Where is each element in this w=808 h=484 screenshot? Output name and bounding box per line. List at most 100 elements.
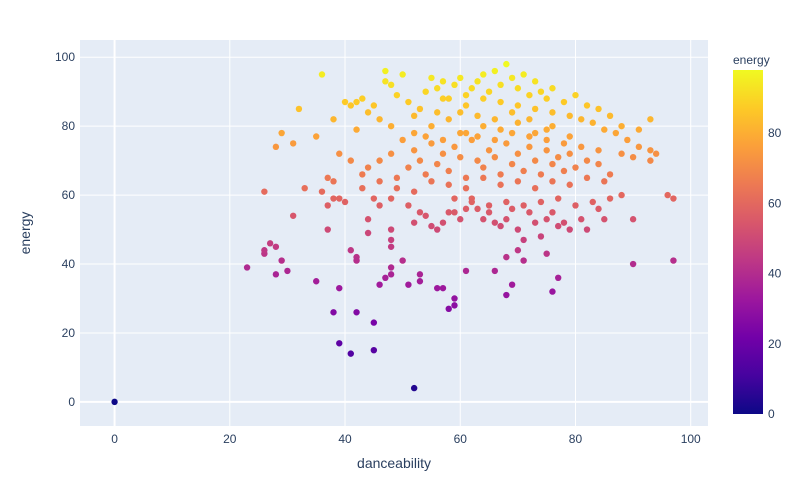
data-point [485, 88, 493, 95]
data-point [445, 116, 452, 123]
data-point [393, 91, 401, 99]
data-point [370, 102, 378, 109]
y-tick-label: 100 [55, 50, 75, 64]
data-point [457, 74, 464, 82]
data-point [503, 291, 510, 299]
data-point [520, 202, 527, 209]
data-point [278, 129, 285, 137]
data-point [508, 160, 516, 168]
data-point [428, 178, 435, 185]
data-point [480, 216, 487, 223]
data-point [451, 295, 458, 302]
data-point [284, 267, 291, 275]
data-point [508, 129, 516, 137]
data-point [549, 122, 556, 130]
data-point [462, 91, 470, 99]
data-point [549, 288, 556, 295]
data-point [508, 74, 516, 82]
data-point [353, 126, 360, 133]
data-point [405, 202, 412, 209]
data-point [520, 257, 527, 264]
data-point [543, 147, 550, 154]
data-point [428, 222, 435, 230]
data-point [272, 143, 280, 151]
data-point [537, 198, 545, 206]
data-point [457, 129, 464, 137]
data-point [647, 116, 654, 123]
data-point [531, 157, 539, 164]
data-point [549, 209, 556, 216]
data-point [422, 171, 429, 178]
data-point [336, 340, 343, 347]
data-point [445, 167, 452, 175]
data-point [376, 281, 383, 288]
data-point [376, 202, 383, 209]
data-point [606, 171, 614, 178]
data-point [520, 236, 527, 244]
data-point [313, 278, 320, 285]
data-point [364, 229, 372, 237]
data-point [514, 119, 522, 126]
data-point [422, 88, 429, 95]
data-point [566, 181, 573, 188]
colorbar-tick-label: 20 [768, 337, 782, 351]
colorbar-tick-label: 80 [768, 126, 782, 140]
data-point [578, 216, 585, 223]
data-point [526, 91, 533, 99]
data-point [266, 240, 274, 247]
data-point [491, 219, 499, 226]
data-point [514, 85, 522, 92]
data-point [474, 78, 481, 85]
data-point [670, 257, 677, 264]
data-point [497, 222, 504, 230]
data-point [508, 281, 516, 288]
data-point [514, 226, 522, 233]
data-point [347, 247, 354, 254]
data-point [531, 78, 539, 85]
data-point [393, 174, 401, 182]
data-point [514, 178, 522, 185]
data-point [595, 105, 602, 113]
data-point [445, 181, 452, 188]
data-point [330, 116, 337, 123]
data-point [359, 95, 366, 102]
data-point [382, 78, 389, 85]
data-point [497, 171, 504, 178]
data-point [318, 71, 326, 78]
data-point [578, 116, 585, 123]
data-point [526, 133, 533, 140]
data-point [422, 133, 429, 140]
data-point [543, 250, 550, 257]
data-point [347, 102, 354, 109]
data-point [566, 133, 573, 140]
plot-background [80, 40, 708, 426]
data-point [347, 350, 354, 357]
data-point [434, 109, 441, 116]
data-point [491, 267, 499, 275]
data-point [618, 191, 625, 199]
data-point [595, 205, 602, 213]
data-point [289, 140, 297, 147]
data-point [341, 198, 349, 206]
data-point [664, 191, 671, 199]
data-point [410, 129, 418, 137]
data-point [416, 278, 424, 285]
x-tick-label: 40 [338, 432, 352, 446]
data-point [543, 216, 550, 223]
data-point [457, 216, 464, 223]
data-point [572, 202, 579, 209]
data-point [503, 216, 510, 223]
data-point [526, 143, 533, 151]
data-point [485, 209, 493, 216]
y-axis-title: energy [17, 212, 33, 255]
data-point [439, 95, 447, 102]
data-point [583, 157, 591, 164]
data-point [618, 150, 625, 157]
data-point [330, 178, 337, 185]
data-point [583, 102, 591, 109]
data-point [468, 85, 475, 92]
data-point [647, 157, 654, 164]
data-point [261, 247, 268, 254]
data-point [410, 188, 418, 195]
data-point [537, 233, 545, 240]
